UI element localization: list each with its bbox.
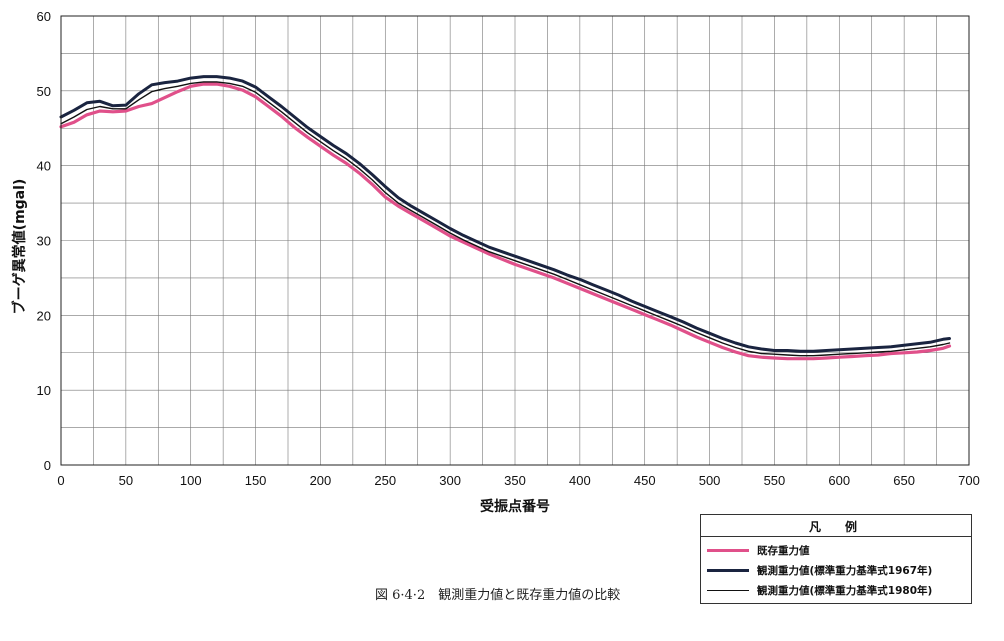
x-tick-label: 450 xyxy=(634,473,656,488)
series-layer xyxy=(59,75,952,361)
legend-label-observed-1967: 観測重力値(標準重力基準式1967年) xyxy=(757,564,933,577)
y-tick-label: 10 xyxy=(37,383,51,398)
legend-item-observed-1967: 観測重力値(標準重力基準式1967年) xyxy=(707,562,932,578)
legend-label-existing: 既存重力値 xyxy=(757,544,810,557)
x-tick-label: 350 xyxy=(504,473,526,488)
legend-label-observed-1980: 観測重力値(標準重力基準式1980年) xyxy=(757,584,933,597)
x-tick-label: 100 xyxy=(180,473,202,488)
legend: 凡 例 既存重力値 観測重力値(標準重力基準式1967年) 観測重力値(標準重力… xyxy=(700,514,972,604)
series-line-observed-1967 xyxy=(59,75,951,353)
x-tick-label: 650 xyxy=(893,473,915,488)
legend-item-observed-1980: 観測重力値(標準重力基準式1980年) xyxy=(707,582,932,598)
grid-lines xyxy=(60,15,970,466)
plot-border xyxy=(60,15,970,466)
x-tick-label: 500 xyxy=(699,473,721,488)
x-tick-label: 550 xyxy=(764,473,786,488)
y-tick-label: 60 xyxy=(37,9,51,24)
series-line-observed-1980 xyxy=(60,81,951,357)
figure-caption: 図 6·4·2 観測重力値と既存重力値の比較 xyxy=(375,588,621,603)
legend-item-existing: 既存重力値 xyxy=(707,542,810,558)
legend-swatch-observed-1967 xyxy=(707,568,749,572)
x-tick-label: 400 xyxy=(569,473,591,488)
y-tick-label: 40 xyxy=(37,159,51,174)
y-tick-label: 50 xyxy=(37,84,51,99)
x-tick-label: 200 xyxy=(310,473,332,488)
x-tick-label: 150 xyxy=(245,473,267,488)
y-tick-label: 20 xyxy=(37,308,51,323)
legend-swatch-observed-1980 xyxy=(707,589,749,591)
y-tick-label: 0 xyxy=(44,458,51,473)
tick-labels: 0 50 100 150 200 250 300 350 400 450 500 550 600 650 7… xyxy=(37,9,980,488)
y-axis-title: ブーゲ異常値(mgal) xyxy=(11,179,28,315)
legend-title: 凡 例 xyxy=(808,520,863,534)
x-tick-label: 600 xyxy=(828,473,850,488)
x-tick-label: 0 xyxy=(57,473,64,488)
legend-divider xyxy=(701,536,971,537)
legend-swatch-existing xyxy=(707,548,749,552)
x-tick-label: 300 xyxy=(439,473,461,488)
x-tick-label: 250 xyxy=(374,473,396,488)
x-tick-label: 50 xyxy=(119,473,133,488)
x-tick-label: 700 xyxy=(958,473,980,488)
x-axis-title: 受振点番号 xyxy=(480,498,550,515)
series-line-existing xyxy=(59,82,952,361)
y-tick-label: 30 xyxy=(37,234,51,249)
